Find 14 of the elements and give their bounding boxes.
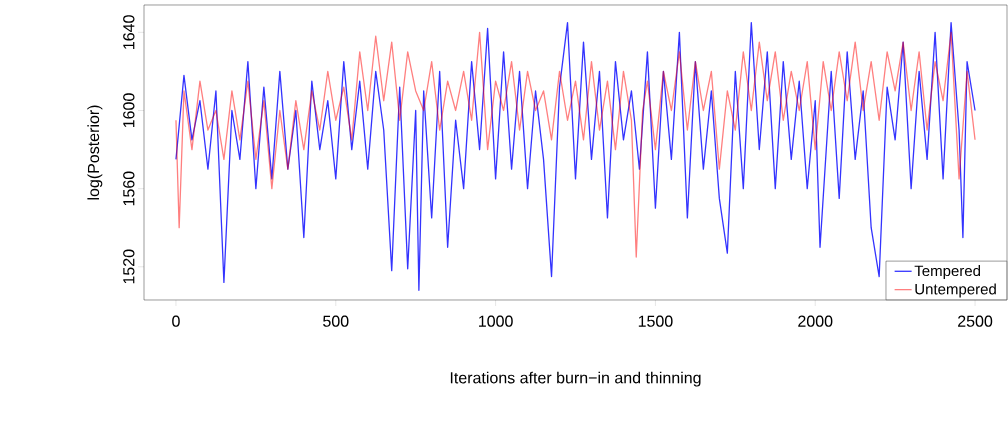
y-axis-title: log(Posterior): [87, 105, 103, 200]
legend-label: Tempered: [914, 265, 981, 280]
y-tick-label: 1640: [123, 15, 135, 49]
legend-label: Untempered: [915, 283, 996, 298]
x-tick-label: 0: [172, 315, 180, 327]
x-axis-title: Iterations after burn−in and thinning: [450, 371, 701, 387]
x-tick-label: 1000: [479, 315, 513, 327]
x-tick-label: 500: [323, 315, 349, 327]
y-tick-label: 1560: [123, 171, 135, 206]
y-tick-label: 1600: [123, 93, 135, 128]
x-tick-label: 2000: [798, 315, 833, 327]
x-tick-label: 1500: [638, 315, 673, 327]
y-tick-label: 1520: [123, 249, 135, 284]
x-tick-label: 2500: [958, 315, 993, 327]
